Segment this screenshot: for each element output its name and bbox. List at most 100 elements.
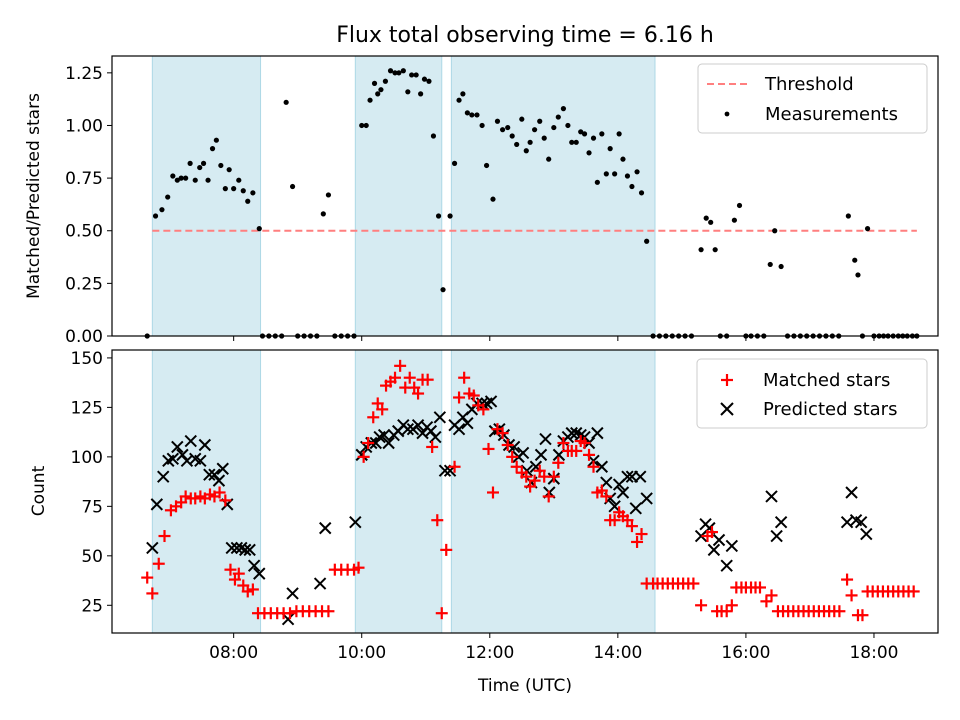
measurement-point	[396, 70, 402, 76]
top-panel: 0.00 0.25 0.50 0.75 1.00 1.25 Matched/Predict…	[24, 55, 939, 347]
measurement-point	[174, 177, 180, 183]
matched-stars-point	[907, 585, 920, 598]
measurement-point	[289, 183, 296, 190]
measurement-point	[159, 207, 165, 213]
measurement-point	[644, 238, 650, 244]
measurement-point	[565, 122, 571, 129]
measurement-point	[546, 156, 552, 162]
matched-stars-point	[520, 470, 533, 483]
matched-stars-point	[146, 587, 159, 600]
legend-threshold-label: Threshold	[764, 74, 854, 95]
predicted-stars-point	[634, 470, 647, 483]
predicted-stars-point	[166, 452, 180, 466]
matched-stars-point	[631, 535, 644, 548]
predicted-stars-point	[860, 527, 873, 541]
matched-stars-point	[506, 450, 519, 463]
predicted-stars-point	[707, 543, 721, 557]
matched-stars-point	[552, 456, 565, 469]
measurement-point	[581, 131, 588, 137]
matched-stars-point	[403, 371, 416, 384]
predicted-stars-point	[595, 460, 609, 473]
y-tick-label: 75	[81, 497, 103, 517]
measurement-point	[378, 87, 384, 93]
bottom-legend: Matched stars Predicted stars	[696, 358, 928, 429]
measurement-point	[359, 122, 365, 129]
measurement-point	[405, 89, 411, 95]
measurement-point	[426, 78, 432, 84]
matched-stars-point	[547, 470, 560, 483]
measurement-point	[205, 177, 211, 183]
measurement-point	[469, 112, 475, 118]
measurement-point	[855, 272, 861, 278]
measurement-point	[435, 213, 442, 219]
measurement-point	[250, 190, 256, 196]
measurement-point	[523, 148, 529, 154]
matched-stars-point	[625, 520, 638, 533]
predicted-stars-point	[640, 492, 653, 505]
measurement-point	[736, 202, 743, 209]
measurement-point	[620, 156, 626, 162]
matched-stars-point	[448, 460, 461, 473]
matched-stars-point	[213, 486, 226, 499]
measurement-point	[599, 131, 605, 137]
y-tick-label: 25	[81, 596, 103, 616]
predicted-stars-point	[770, 529, 783, 543]
matched-stars-point	[435, 607, 448, 620]
measurement-point	[616, 131, 622, 137]
x-tick-label: 08:00	[209, 643, 258, 663]
measurement-point	[320, 211, 326, 217]
matched-stars-point	[431, 514, 444, 527]
measurement-point	[421, 76, 428, 82]
measurement-point	[490, 196, 496, 202]
measurement-point	[731, 217, 737, 223]
top-ylabel: Matched/Predicted stars	[24, 93, 44, 299]
bottom-xlabel: Time (UTC)	[477, 676, 572, 696]
measurement-point	[245, 198, 251, 204]
matched-stars-point	[389, 371, 402, 384]
measurement-point	[532, 127, 538, 133]
predicted-stars-point	[382, 436, 395, 450]
predicted-stars-point	[253, 567, 266, 580]
matched-stars-point	[753, 581, 766, 594]
predicted-stars-point	[712, 533, 726, 547]
predicted-stars-point	[401, 422, 415, 436]
measurement-point	[413, 72, 419, 78]
measurement-point	[460, 91, 466, 97]
measurement-point	[187, 160, 193, 166]
predicted-stars-point	[313, 577, 327, 590]
predicted-stars-point	[171, 440, 184, 454]
measurement-point	[222, 186, 228, 192]
measurement-point	[514, 141, 520, 148]
predicted-stars-point	[194, 454, 207, 468]
legend-measurements-swatch	[724, 111, 730, 117]
matched-stars-point	[635, 528, 648, 541]
top-shaded-intervals	[151, 55, 656, 337]
matched-stars-point	[352, 561, 365, 574]
measurement-point	[152, 213, 159, 219]
matched-stars-point	[856, 609, 869, 622]
predicted-stars-point	[424, 424, 438, 438]
matched-stars-point	[241, 585, 254, 598]
predicted-stars-point	[243, 543, 256, 557]
matched-stars-point	[141, 571, 154, 584]
measurement-point	[590, 135, 597, 141]
legend-matched-swatch	[721, 374, 733, 386]
matched-stars-point	[578, 437, 591, 450]
predicted-stars-point	[433, 411, 447, 424]
predicted-stars-point	[184, 434, 197, 448]
matched-stars-point	[608, 514, 621, 527]
y-tick-label: 0.75	[65, 169, 103, 189]
legend-predicted-swatch	[720, 402, 734, 416]
matched-stars-point	[765, 589, 778, 602]
predicted-stars-point	[319, 521, 332, 535]
measurement-point	[551, 124, 557, 131]
matched-stars-point	[528, 474, 541, 487]
predicted-stars-point	[516, 446, 530, 460]
predicted-stars-point	[534, 448, 548, 462]
measurement-point	[845, 213, 851, 219]
matched-stars-point	[496, 427, 509, 440]
measurement-point	[603, 171, 609, 177]
measurement-point	[864, 226, 871, 232]
y-tick-label: 150	[71, 349, 103, 369]
